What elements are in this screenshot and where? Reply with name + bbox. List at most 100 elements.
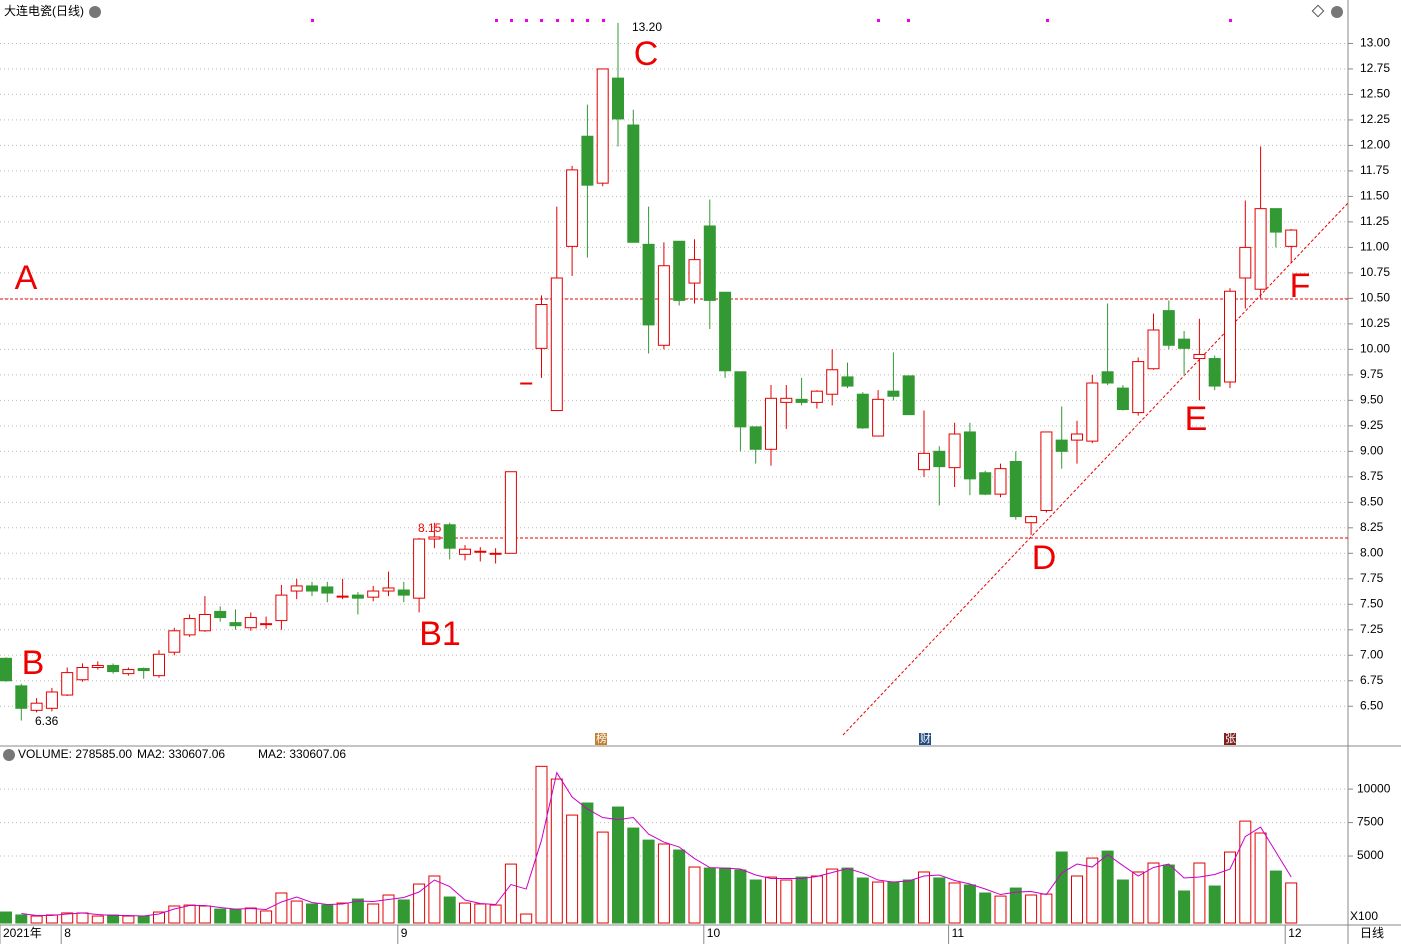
candle-body xyxy=(826,369,839,395)
candle-body xyxy=(902,375,915,416)
candle-body xyxy=(1254,208,1267,290)
volume-bar xyxy=(810,875,823,924)
candle-body xyxy=(948,433,961,469)
volume-bar xyxy=(979,892,992,924)
volume-bar xyxy=(489,904,502,924)
volume-bar xyxy=(1285,882,1298,924)
volume-bar xyxy=(1208,885,1221,924)
y-tick-label: 5000 xyxy=(1357,848,1384,862)
volume-bar xyxy=(1040,893,1053,924)
y-tick-label: 12.25 xyxy=(1360,112,1390,126)
y-tick-label: 6.75 xyxy=(1360,673,1384,687)
volume-bar xyxy=(780,879,793,924)
trend-line xyxy=(842,202,1349,736)
chart-title: 大连电瓷(日线) xyxy=(4,3,84,18)
candle-body xyxy=(76,667,89,681)
volume-bar xyxy=(826,868,839,924)
candle-body xyxy=(550,277,563,412)
candle-body xyxy=(489,552,502,555)
candle-body xyxy=(1040,431,1053,511)
volume-bar xyxy=(734,869,747,924)
volume-bar xyxy=(749,879,762,924)
volume-bar xyxy=(1132,871,1145,924)
volume-bar xyxy=(1224,851,1236,924)
volume-bar xyxy=(321,904,334,924)
volume-bar xyxy=(581,802,594,924)
candle-body xyxy=(168,630,181,653)
volume-bar xyxy=(1239,820,1252,924)
candle-body xyxy=(229,622,242,627)
event-marker-label: 张 xyxy=(1225,732,1236,745)
y-tick-label: 10000 xyxy=(1357,781,1391,795)
candle-body xyxy=(933,450,946,468)
volume-bar xyxy=(627,827,640,924)
y-tick-label: 10.00 xyxy=(1360,342,1390,356)
candle-body xyxy=(994,468,1007,495)
volume-bar xyxy=(15,914,28,924)
candle-body xyxy=(137,668,150,672)
y-tick-label: 10.50 xyxy=(1360,291,1390,305)
candle-body xyxy=(1285,229,1298,247)
candle-body xyxy=(183,618,196,636)
candle-body xyxy=(780,397,793,403)
annotation-letter: B1 xyxy=(419,615,461,653)
volume-bar xyxy=(244,907,257,924)
volume-bar xyxy=(1101,850,1114,924)
y-tick-label: 13.00 xyxy=(1360,36,1390,50)
candle-body xyxy=(581,135,594,186)
candle-body xyxy=(1162,310,1175,346)
volume-bar xyxy=(1025,894,1038,924)
volume-bar xyxy=(933,877,946,924)
candle-body xyxy=(1025,516,1038,524)
candle-body xyxy=(107,664,120,673)
candle-body xyxy=(1147,329,1160,370)
event-marker xyxy=(919,733,931,745)
volume-bar xyxy=(1178,890,1191,924)
settings-icon[interactable] xyxy=(1331,6,1343,18)
volume-bar xyxy=(948,882,961,924)
candle-body xyxy=(122,669,135,675)
volume-bar xyxy=(61,912,74,924)
x-tick-label: 2021年 xyxy=(3,926,42,940)
volume-bar xyxy=(520,913,533,924)
volume-bar xyxy=(504,863,517,924)
y-tick-label: 7.25 xyxy=(1360,622,1384,636)
volume-bar xyxy=(1009,887,1022,924)
candle-body xyxy=(856,393,869,429)
volume-bar xyxy=(887,881,900,924)
candle-body xyxy=(1071,433,1083,441)
y-tick-label: 9.75 xyxy=(1360,367,1384,381)
volume-bar xyxy=(260,910,273,924)
volume-bar xyxy=(428,875,441,924)
y-tick-label: 11.00 xyxy=(1360,240,1389,254)
candle-body xyxy=(918,452,930,471)
candle-body xyxy=(275,594,288,622)
candle-body xyxy=(367,590,380,598)
y-tick-label: 9.50 xyxy=(1360,393,1384,407)
volume-bar xyxy=(856,877,869,924)
volume-bar xyxy=(153,911,165,924)
candle-body xyxy=(520,382,533,385)
candle-body xyxy=(91,664,104,669)
candle-body xyxy=(1239,246,1252,279)
candle-body xyxy=(810,390,823,403)
diamond-icon[interactable] xyxy=(1311,4,1325,18)
volume-bar xyxy=(306,903,318,924)
volume-bar xyxy=(550,778,563,924)
price-label: 8.15 xyxy=(418,521,442,535)
top-markers xyxy=(311,19,1232,22)
candle-body xyxy=(382,587,395,592)
volume-bar xyxy=(91,915,104,924)
volume-bar xyxy=(703,867,716,924)
candle-body xyxy=(765,397,777,450)
volume-bar xyxy=(612,806,624,924)
volume-bar xyxy=(290,900,303,924)
dropdown-icon[interactable] xyxy=(89,6,101,18)
candle-body xyxy=(566,169,579,247)
volume-bar xyxy=(45,914,58,924)
y-tick-label: 6.50 xyxy=(1360,698,1384,712)
volume-bar xyxy=(413,883,426,924)
candle-body xyxy=(351,594,364,599)
dropdown-icon[interactable] xyxy=(3,749,15,761)
